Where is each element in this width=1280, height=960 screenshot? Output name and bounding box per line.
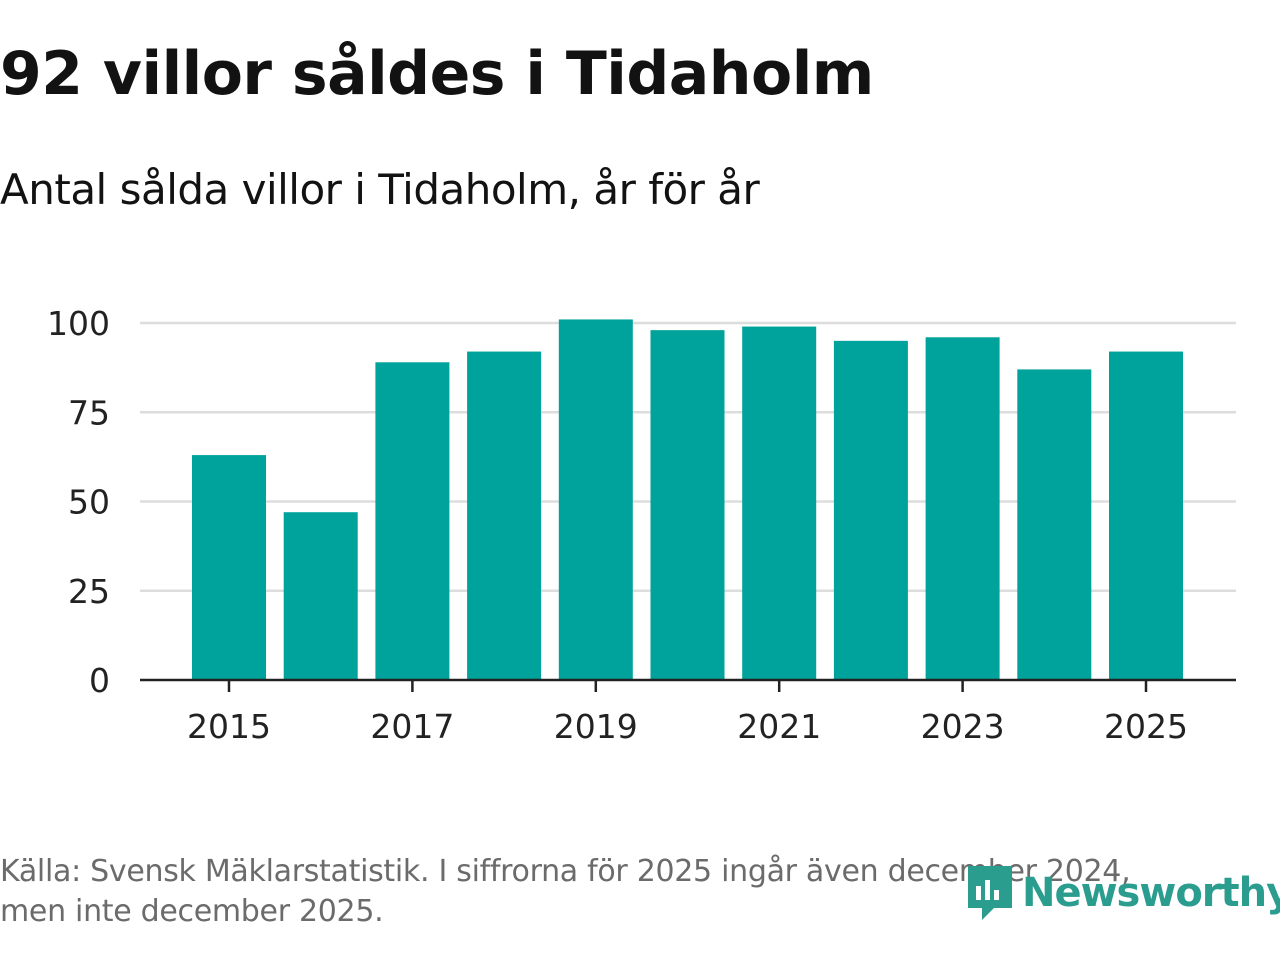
y-tick-label: 25 — [68, 572, 110, 611]
newsworthy-logo: Newsworthy — [964, 862, 1280, 924]
x-axis: 2015 2017 2019 2021 2023 2025 — [140, 678, 1236, 746]
bars — [192, 319, 1183, 680]
x-tick-label: 2019 — [554, 707, 638, 746]
bar-chart: 0 25 50 75 100 2015 2017 2019 2021 2023 2025 — [47, 304, 1236, 746]
x-tick-label: 2025 — [1104, 707, 1188, 746]
y-tick-label: 0 — [89, 661, 110, 700]
y-axis: 0 25 50 75 100 — [47, 304, 110, 700]
newsworthy-logo-icon — [968, 866, 1012, 920]
bar — [375, 362, 450, 680]
bar — [1017, 369, 1092, 680]
x-tick-label: 2015 — [187, 707, 271, 746]
bar — [467, 351, 542, 680]
bar — [192, 455, 266, 680]
bar — [833, 340, 908, 680]
y-tick-label: 100 — [47, 304, 110, 343]
x-tick-label: 2023 — [921, 707, 1005, 746]
x-tick-label: 2021 — [737, 707, 821, 746]
bar — [558, 319, 633, 680]
chart-subtitle: Antal sålda villor i Tidaholm, år för år — [0, 165, 760, 214]
y-tick-label: 75 — [68, 393, 110, 432]
bar — [742, 326, 817, 680]
chart-title: 92 villor såldes i Tidaholm — [0, 39, 874, 109]
y-tick-label: 50 — [68, 483, 110, 522]
x-tick-label: 2017 — [370, 707, 454, 746]
bar — [1109, 351, 1183, 680]
source-note: Källa: Svensk Mäklarstatistik. I siffror… — [0, 854, 1131, 929]
logo-text: Newsworthy — [1022, 870, 1280, 916]
bar — [283, 512, 358, 680]
bar — [925, 337, 1000, 680]
bar — [650, 330, 725, 680]
